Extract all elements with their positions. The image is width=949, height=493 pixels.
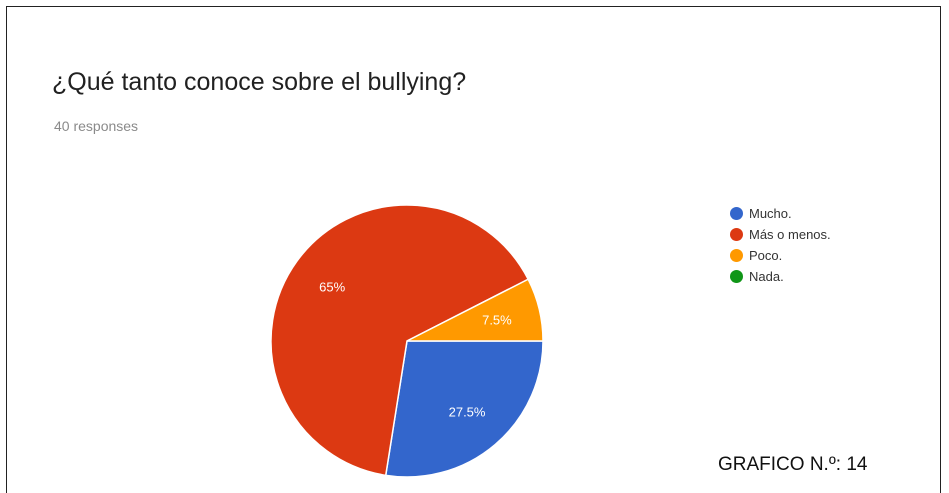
pie-label-1: 65%: [319, 280, 345, 295]
legend-label-mas-o-menos: Más o menos.: [749, 227, 831, 242]
pie-label-0: 27.5%: [449, 404, 486, 419]
pie-slice-2[interactable]: [406, 278, 544, 342]
legend-swatch-poco: [730, 249, 743, 262]
pie-slice-0[interactable]: [384, 340, 544, 478]
pie-slice-1[interactable]: [270, 204, 530, 477]
legend-item-nada[interactable]: Nada.: [730, 266, 831, 287]
chart-title: ¿Qué tanto conoce sobre el bullying?: [52, 68, 467, 96]
legend-swatch-mucho: [730, 207, 743, 220]
legend-swatch-mas-o-menos: [730, 228, 743, 241]
legend-swatch-nada: [730, 270, 743, 283]
legend-label-mucho: Mucho.: [749, 206, 792, 221]
response-count: 40 responses: [54, 118, 139, 134]
pie-label-2: 7.5%: [482, 312, 512, 327]
legend-label-nada: Nada.: [749, 269, 784, 284]
figure-caption: GRAFICO N.º: 14: [718, 454, 868, 475]
legend-item-poco[interactable]: Poco.: [730, 245, 831, 266]
chart-legend: Mucho. Más o menos. Poco. Nada.: [730, 203, 831, 287]
legend-item-mas-o-menos[interactable]: Más o menos.: [730, 224, 831, 245]
legend-item-mucho[interactable]: Mucho.: [730, 203, 831, 224]
legend-label-poco: Poco.: [749, 248, 783, 263]
